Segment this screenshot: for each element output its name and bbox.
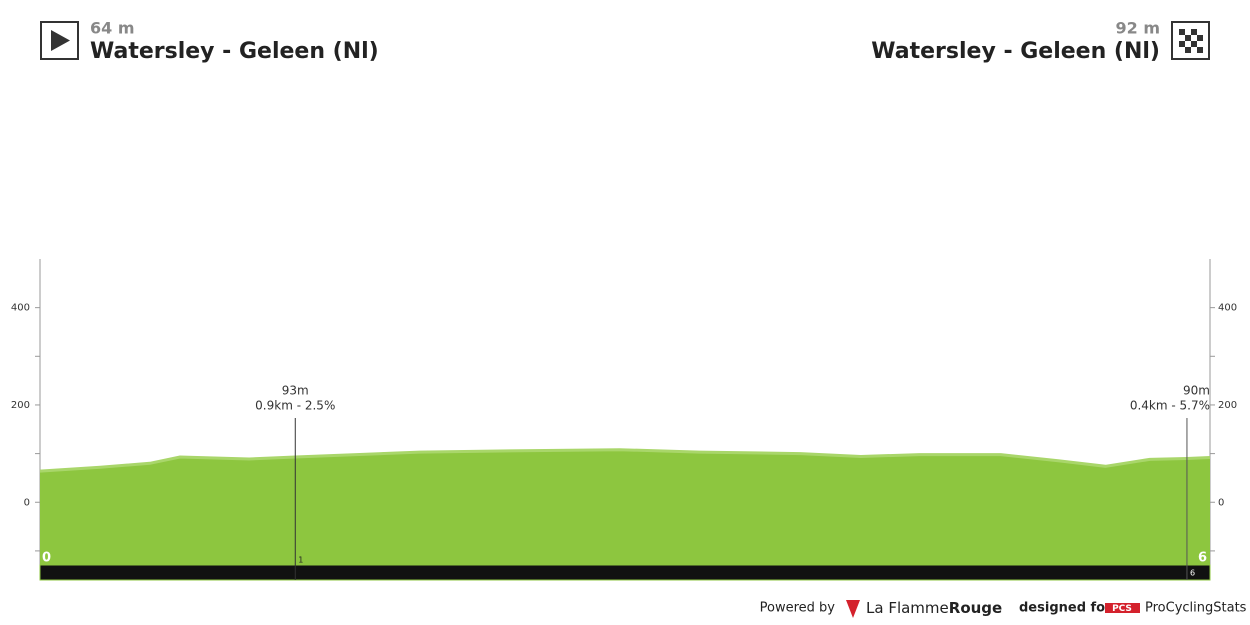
pcs-logo (1105, 603, 1140, 613)
finish-flag (1179, 29, 1203, 53)
elevation-line (39, 448, 1211, 473)
start-name: Watersley - Geleen (Nl) (90, 39, 379, 64)
climb-elevation: 90m (1183, 384, 1210, 398)
climb-km: 1 (298, 556, 303, 565)
finish-name: Watersley - Geleen (Nl) (871, 39, 1160, 64)
finish-elevation: 92 m (1115, 19, 1160, 38)
pcs-name: ProCyclingStats (1145, 601, 1247, 616)
y-tick-label: 200 (1218, 400, 1237, 411)
y-tick-label: 0 (1218, 497, 1224, 508)
y-tick-label: 400 (11, 303, 30, 314)
brand-part: Rouge (949, 599, 1002, 617)
start-arrow (51, 30, 70, 51)
start-elevation: 64 m (90, 19, 135, 38)
climb-detail: 0.4km - 5.7% (1130, 399, 1210, 413)
powered-by: Powered by (760, 601, 836, 616)
y-tick-label: 200 (11, 400, 30, 411)
pcs-text: PCS (1112, 604, 1132, 614)
finish-icon (1171, 21, 1210, 60)
brand-part: La Flamme (866, 599, 949, 617)
climb-elevation: 93m (282, 384, 309, 398)
climb-km: 6 (1190, 569, 1195, 578)
elevation-area (40, 449, 1210, 566)
start-icon (40, 21, 79, 60)
designed-for: designed for (1019, 601, 1112, 616)
distance-band (39, 564, 1211, 581)
flamme-logo (846, 600, 860, 618)
y-tick-label: 400 (1218, 303, 1237, 314)
x-tick-label: 0 (42, 551, 51, 566)
brand: La FlammeRouge (866, 599, 1002, 617)
climb-detail: 0.9km - 2.5% (255, 399, 335, 413)
x-tick-label: 6 (1198, 551, 1207, 566)
y-tick-label: 0 (24, 497, 30, 508)
